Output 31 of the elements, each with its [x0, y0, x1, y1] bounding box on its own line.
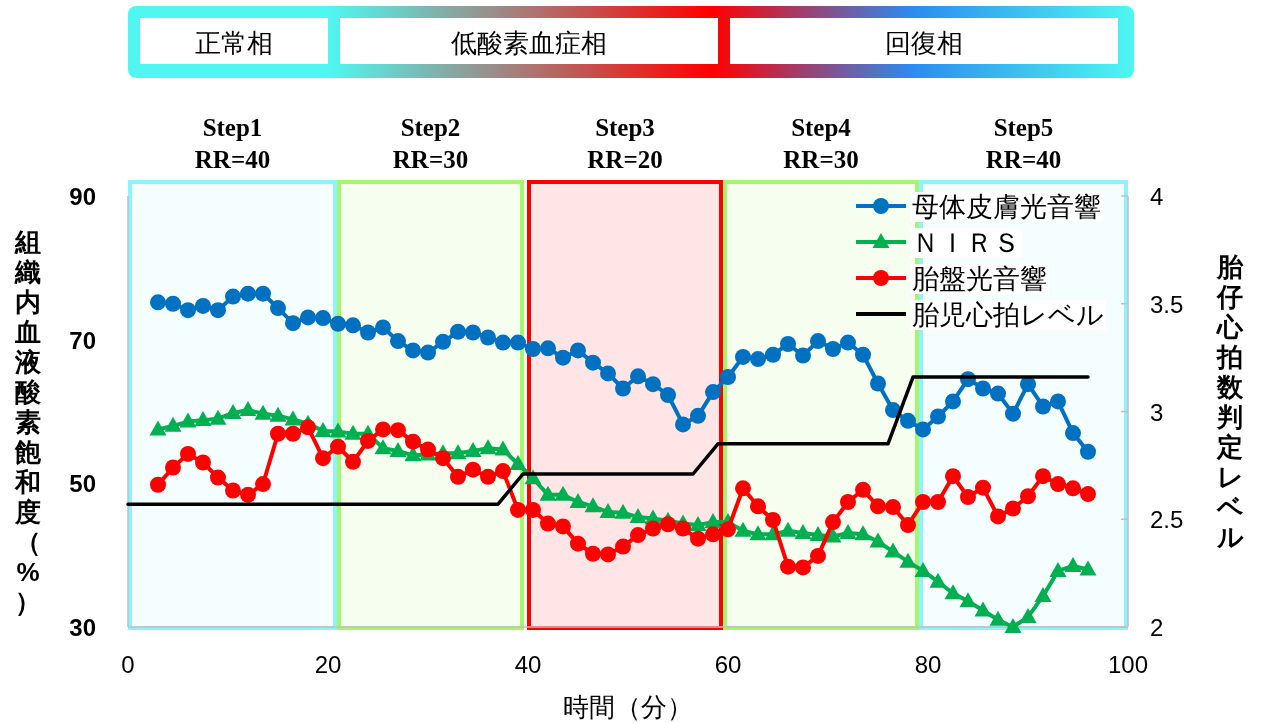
x-tick-label: 20	[314, 651, 342, 678]
text: 回復相	[885, 28, 963, 58]
text: 組織内血液酸素飽和度（%）	[15, 226, 41, 617]
x-axis-title: 時間（分）	[563, 692, 693, 722]
band-label: Step5 RR=40	[985, 114, 1062, 173]
legend-label: 胎児心拍レベル	[912, 300, 1104, 330]
y2-tick-label: 2	[1150, 614, 1164, 641]
band-label: Step3 RR=20	[587, 114, 663, 173]
text: 胎仔心拍数判定レベル	[1216, 251, 1244, 552]
band-label: Step4 RR=30	[783, 114, 859, 173]
legend-label: 胎盤光音響	[912, 264, 1047, 294]
y-tick-label: 30	[69, 614, 96, 641]
y2-tick-label: 4	[1150, 183, 1164, 210]
x-tick-label: 0	[121, 651, 135, 678]
legend-label: ＮＩＲＳ	[912, 228, 1020, 258]
x-tick-label: 80	[914, 651, 942, 678]
text: 正常相	[195, 28, 273, 58]
y2-tick-label: 3.5	[1150, 290, 1184, 318]
band-label: Step1 RR=40	[194, 114, 271, 173]
y-tick-label: 70	[69, 326, 96, 354]
legend-label: 母体皮膚光音響	[912, 192, 1101, 222]
x-tick-label: 100	[1107, 651, 1149, 678]
line-series	[126, 375, 1090, 506]
text: 低酸素血症相	[451, 28, 607, 58]
y2-tick-label: 3	[1150, 398, 1164, 426]
y-tick-label: 90	[69, 183, 96, 210]
y-tick-label: 50	[69, 470, 96, 498]
x-tick-label: 60	[714, 651, 742, 678]
x-tick-label: 40	[514, 651, 542, 678]
band-label: Step2 RR=30	[392, 114, 469, 173]
y2-tick-label: 2.5	[1150, 506, 1184, 534]
